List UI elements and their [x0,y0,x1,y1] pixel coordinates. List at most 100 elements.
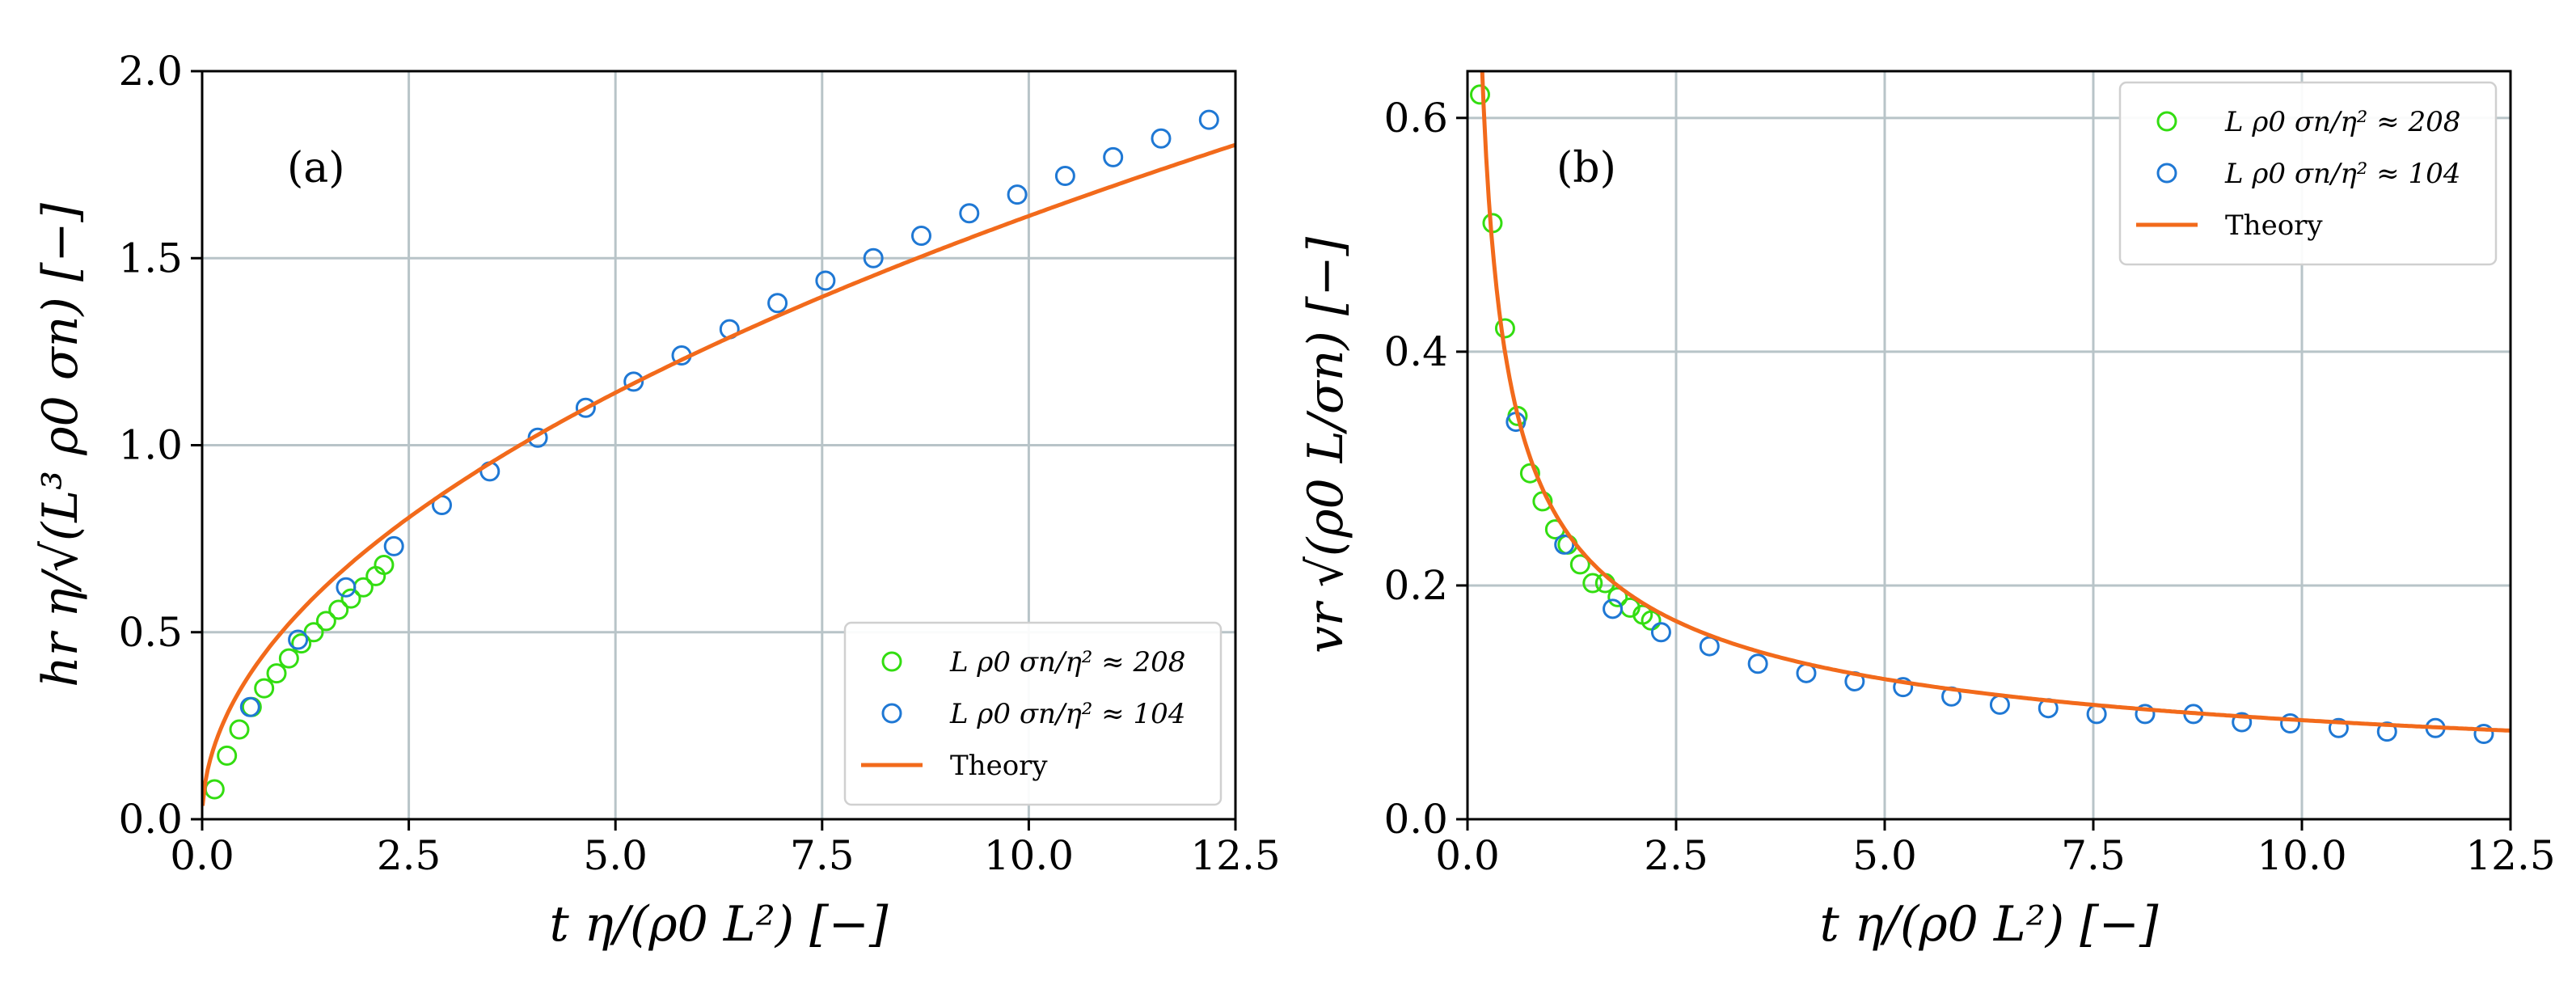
data-point-series-2 [575,397,596,418]
y-tick-label: 0.6 [1383,95,1448,142]
legend-label-series-2: L ρ0 σn/η² ≈ 104 [949,698,1185,730]
data-point-series-1 [291,633,312,654]
grid [1467,71,2511,819]
data-point-series-2 [623,371,644,392]
data-point-series-1 [340,588,361,609]
x-tick-label: 0.0 [170,832,234,879]
data-point-series-2 [1989,694,2010,715]
ticks: 0.0 2.5 5.0 7.5 10.0 12.5 0.0 0.5 1.0 1.5 2.0 [118,48,1280,879]
y-tick-label: 2.0 [118,48,183,95]
legend-marker-series-1 [881,651,902,672]
legend-marker-series-2 [881,703,902,724]
data-point-series-2 [1699,636,1720,657]
data-point-series-2 [239,696,260,717]
data-point-series-2 [2232,712,2253,733]
panel-label: (b) [1556,144,1616,192]
data-point-series-2 [2376,721,2397,742]
x-tick-label: 12.5 [1190,832,1280,879]
x-tick-label: 12.5 [2465,832,2555,879]
data-point-series-1 [217,745,238,766]
x-tick-label: 7.5 [790,832,855,879]
data-point-series-2 [1151,128,1172,149]
legend-label-theory: Theory [2225,209,2323,242]
grid [202,71,1235,819]
x-tick-label: 5.0 [583,832,648,879]
data-point-series-2 [767,293,788,314]
axes-frame [1466,70,2512,821]
data-point-series-1 [204,779,225,800]
data-point-series-1 [315,611,336,632]
y-tick-label: 1.5 [118,235,183,281]
y-tick-label: 0.2 [1383,562,1448,609]
data-point-series-2 [910,226,931,246]
legend-marker-series-1 [2156,111,2177,132]
data-point-series-1 [266,663,287,684]
data-point-series-2 [336,577,357,598]
data-point-series-2 [1007,184,1028,205]
data-point-series-1 [1469,84,1490,105]
data-point-series-2 [1893,677,1914,698]
x-tick-label: 2.5 [377,832,441,879]
plot-area [202,109,1235,806]
data-point-series-2 [2473,723,2494,744]
data-point-series-2 [959,203,980,224]
legend-box [843,621,1223,806]
data-point-series-1 [1494,318,1515,339]
data-point-series-2 [383,535,404,556]
data-point-series-2 [1054,166,1075,186]
legend: L ρ0 σn/η² ≈ 208 L ρ0 σn/η² ≈ 104 Theory [2118,81,2498,266]
y-tick-label: 0.4 [1383,328,1448,375]
y-tick-label: 0.0 [1383,796,1448,843]
data-point-series-2 [1747,653,1768,674]
legend: L ρ0 σn/η² ≈ 208 L ρ0 σn/η² ≈ 104 Theory [843,621,1223,806]
data-point-series-2 [863,247,884,268]
data-point-series-2 [288,629,309,650]
plot-area [1469,71,2511,744]
data-point-series-1 [1519,463,1540,484]
theory-curve [202,142,1235,806]
data-point-series-2 [2328,717,2349,738]
data-point-series-2 [2086,704,2107,725]
ticks: 0.0 2.5 5.0 7.5 10.0 12.5 0.0 0.2 0.4 0.6 [1383,95,2555,879]
data-point-series-2 [2135,704,2156,725]
data-point-series-1 [328,599,349,620]
legend-marker-series-2 [2156,163,2177,184]
data-point-series-1 [1569,554,1590,575]
x-axis-label: t η/(ρ0 L²) [−] [1820,896,2159,953]
data-point-series-2 [1650,622,1671,643]
data-point-series-2 [1103,146,1124,167]
data-point-series-1 [254,678,275,699]
y-tick-label: 0.0 [118,796,183,843]
data-point-series-2 [815,270,836,291]
data-point-series-2 [1603,598,1624,619]
x-tick-label: 10.0 [984,832,1074,879]
data-point-series-1 [303,622,324,643]
x-tick-label: 5.0 [1852,832,1917,879]
legend-label-series-1: L ρ0 σn/η² ≈ 208 [2224,106,2460,138]
data-point-series-1 [374,555,395,575]
y-axis-label: hr η/√(L³ ρ0 σn) [−] [32,202,89,687]
theory-curve [1480,71,2511,733]
data-point-series-2 [1198,109,1219,130]
legend-label-series-2: L ρ0 σn/η² ≈ 104 [2224,158,2460,190]
x-tick-label: 10.0 [2257,832,2346,879]
data-point-series-1 [1641,610,1662,631]
data-point-series-1 [278,648,299,669]
data-point-series-2 [2280,712,2301,734]
x-tick-label: 0.0 [1435,832,1500,879]
y-axis-label: vr √(ρ0 L/σn) [−] [1298,236,1354,653]
legend-label-theory: Theory [950,750,1048,782]
y-tick-label: 1.0 [118,422,183,469]
panel-label: (a) [287,144,345,192]
data-point-series-2 [1554,534,1575,555]
x-tick-label: 7.5 [2061,832,2126,879]
y-tick-label: 0.5 [118,609,183,656]
panel-b: 0.0 2.5 5.0 7.5 10.0 12.5 0.0 0.2 0.4 0.6 t η/(ρ0 … [1298,70,2556,953]
x-tick-label: 2.5 [1644,832,1708,879]
legend-box [2118,81,2498,266]
panel-a: 0.0 2.5 5.0 7.5 10.0 12.5 0.0 0.5 1.0 1.5 2.0 t η/(… [32,48,1281,953]
x-axis-label: t η/(ρ0 L²) [−] [550,896,889,953]
data-point-series-1 [229,719,250,740]
legend-label-series-1: L ρ0 σn/η² ≈ 208 [949,646,1185,679]
